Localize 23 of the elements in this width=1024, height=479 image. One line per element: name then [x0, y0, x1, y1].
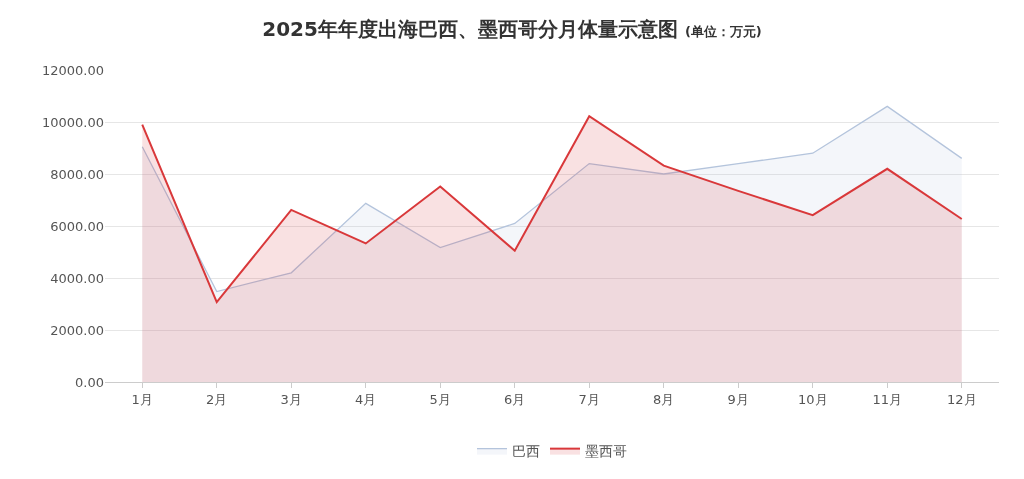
legend-label: 巴西	[512, 443, 540, 460]
chart-title: 2025年年度出海巴西、墨西哥分月体量示意图	[262, 16, 678, 41]
y-tick-label: 4000.00	[50, 270, 104, 286]
y-tick-label: 12000.00	[41, 62, 104, 78]
y-tick-label: 6000.00	[50, 218, 104, 234]
y-tick-label: 8000.00	[50, 166, 104, 182]
x-tick-label: 4月	[355, 391, 377, 407]
x-tick-label: 7月	[578, 391, 600, 407]
x-tick-label: 1月	[131, 391, 153, 407]
y-tick-label: 2000.00	[50, 322, 104, 338]
x-tick-label: 10月	[797, 391, 828, 407]
chart-subtitle: (单位：万元)	[684, 23, 762, 39]
y-tick-label: 10000.00	[41, 114, 104, 130]
x-tick-label: 8月	[653, 391, 675, 407]
x-tick-label: 11月	[872, 391, 903, 407]
x-tick-label: 12月	[946, 391, 977, 407]
x-tick-label: 2月	[206, 391, 228, 407]
x-tick-label: 5月	[429, 391, 451, 407]
x-tick-label: 3月	[280, 391, 302, 407]
x-tick-label: 9月	[727, 391, 749, 407]
x-tick-label: 6月	[504, 391, 526, 407]
y-tick-label: 0.00	[75, 374, 104, 390]
legend-label: 墨西哥	[585, 443, 627, 460]
